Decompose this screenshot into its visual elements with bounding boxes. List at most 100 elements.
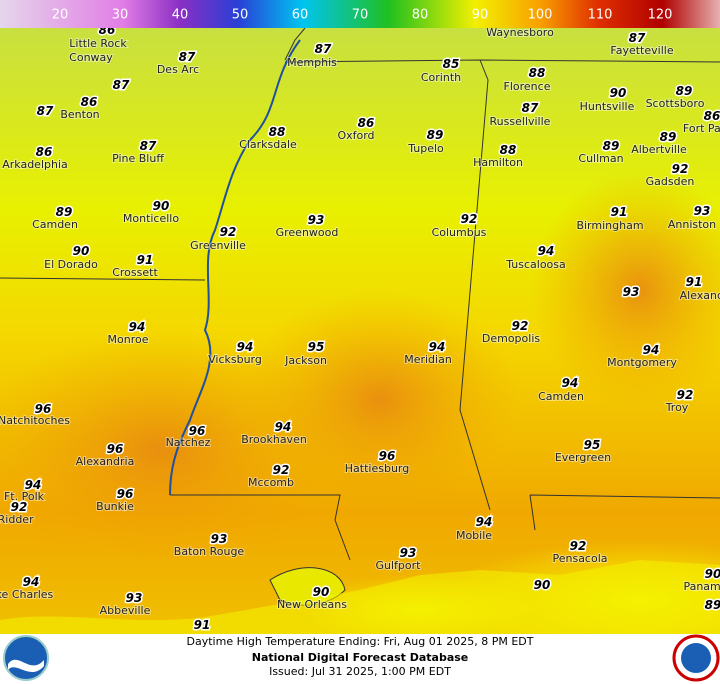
temperature-value: 94 (237, 340, 254, 354)
place-name: Camden (538, 390, 584, 403)
place-name: Corinth (421, 71, 461, 84)
place-name: Camden (32, 218, 78, 231)
place-name: Huntsville (580, 100, 635, 113)
color-bar-label: 100 (528, 8, 553, 23)
temperature-value: 90 (705, 567, 720, 581)
place-name: Hattiesburg (345, 462, 409, 475)
place-name: DeRidder (0, 513, 34, 526)
temperature-value: 89 (705, 598, 720, 612)
temperature-value: 86 (358, 116, 375, 130)
temperature-value: 93 (694, 204, 711, 218)
place-name: Columbus (432, 226, 487, 239)
color-bar-label: 30 (112, 8, 129, 23)
footer-line: Daytime High Temperature Ending: Fri, Au… (187, 635, 534, 648)
temperature-value: 94 (275, 420, 292, 434)
place-name: Gadsden (646, 175, 695, 188)
temperature-value: 87 (37, 104, 54, 118)
color-bar-label: 50 (232, 8, 249, 23)
place-name: Benton (60, 108, 99, 121)
place-name: Russellville (490, 115, 551, 128)
temperature-value: 87 (113, 78, 130, 92)
temperature-value: 88 (529, 66, 546, 80)
place-name: Arkadelphia (2, 158, 68, 171)
temperature-value: 86 (36, 145, 53, 159)
temperature-value: 91 (194, 618, 211, 632)
place-name: New Orleans (277, 598, 347, 611)
place-name: Meridian (404, 353, 452, 366)
color-bar-label: 40 (172, 8, 189, 23)
temperature-value: 94 (476, 515, 493, 529)
temperature-value: 93 (400, 546, 417, 560)
temperature-value: 94 (129, 320, 146, 334)
place-name: Florence (504, 80, 551, 93)
temperature-value: 94 (538, 244, 555, 258)
color-bar-label: 70 (352, 8, 369, 23)
place-name: Jackson (284, 354, 327, 367)
temperature-value: 90 (610, 86, 627, 100)
place-name: Cullman (578, 152, 623, 165)
place-name: Monroe (108, 333, 149, 346)
color-bar (0, 0, 720, 28)
temperature-value: 86 (704, 109, 720, 123)
temperature-value: 94 (25, 478, 42, 492)
temperature-value: 89 (427, 128, 444, 142)
place-name: Greenwood (276, 226, 339, 239)
place-name: Alexandria (76, 455, 135, 468)
temperature-value: 89 (56, 205, 73, 219)
footer-background (0, 634, 720, 684)
place-name: Greenville (190, 239, 246, 252)
temperature-value: 96 (35, 402, 52, 416)
place-name: Albertville (631, 143, 687, 156)
temperature-value: 92 (512, 319, 529, 333)
place-name: Fort Payne (683, 122, 720, 135)
temperature-value: 90 (534, 578, 551, 592)
color-bar-label: 60 (292, 8, 309, 23)
temperature-value: 94 (23, 575, 40, 589)
place-name: Natchitoches (0, 414, 70, 427)
place-name: Demopolis (482, 332, 541, 345)
place-name: Tupelo (407, 142, 444, 155)
place-name: El Dorado (44, 258, 98, 271)
temperature-value: 87 (179, 50, 196, 64)
state-borders (0, 27, 720, 561)
place-name: Tuscaloosa (505, 258, 566, 271)
temperature-value: 94 (562, 376, 579, 390)
temperature-value: 96 (117, 487, 134, 501)
temperature-value: 92 (220, 225, 237, 239)
temperature-value: 88 (269, 125, 286, 139)
place-name: Abbeville (100, 604, 151, 617)
place-name: Evergreen (555, 451, 611, 464)
temperature-value: 94 (643, 343, 660, 357)
place-name: Monticello (123, 212, 179, 225)
place-name: Ft. Polk (4, 490, 45, 503)
place-name: Memphis (287, 56, 337, 69)
place-name: Des Arc (157, 63, 199, 76)
place-name: Panama City (683, 580, 720, 593)
place-name: Alexander City (680, 289, 720, 302)
place-name: Anniston (668, 218, 716, 231)
place-name: Baton Rouge (174, 545, 245, 558)
temperature-value: 88 (500, 143, 517, 157)
place-name: Hamilton (473, 156, 523, 169)
place-name: Brookhaven (241, 433, 307, 446)
footer-line: Issued: Jul 31 2025, 1:00 PM EDT (269, 665, 451, 678)
place-name: Scottsboro (646, 97, 705, 110)
temperature-value: 92 (11, 500, 28, 514)
place-name: Gulfport (376, 559, 422, 572)
temperature-value: 87 (522, 101, 539, 115)
temperature-value: 89 (676, 84, 693, 98)
place-name: Conway (69, 51, 113, 64)
temperature-value: 91 (686, 275, 703, 289)
temperature-value: 92 (273, 463, 290, 477)
temperature-value: 91 (137, 253, 154, 267)
temperature-value: 93 (623, 285, 640, 299)
footer-title: National Digital Forecast Database (252, 651, 469, 664)
temperature-value: 89 (603, 139, 620, 153)
hot-area (530, 170, 720, 410)
place-name: Troy (665, 401, 689, 414)
place-name: Bunkie (96, 500, 134, 513)
temperature-value: 92 (570, 539, 587, 553)
temperature-value: 92 (461, 212, 478, 226)
temperature-value: 85 (443, 57, 460, 71)
